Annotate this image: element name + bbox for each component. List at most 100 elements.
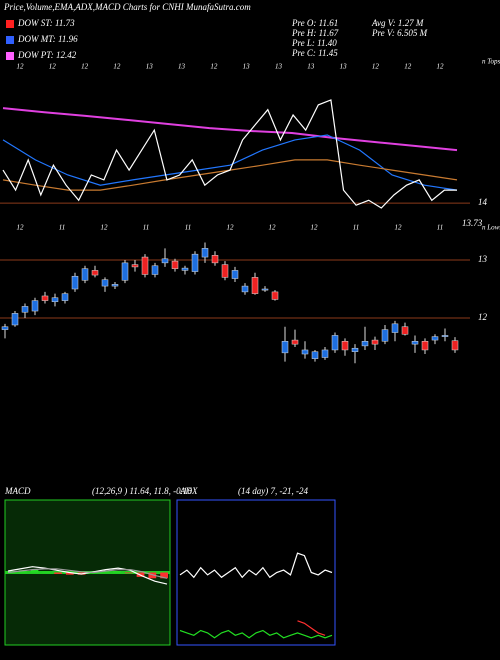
- candle-body: [101, 279, 109, 287]
- candle-body: [121, 262, 129, 281]
- legend-swatch: [6, 36, 14, 44]
- histogram-bar: [148, 572, 157, 579]
- x-tick-label: 12: [311, 224, 319, 232]
- candle-body: [61, 293, 69, 301]
- info-label: Pre C: 11.45: [291, 48, 338, 58]
- candle-body: [51, 297, 59, 303]
- candle-body: [241, 285, 249, 293]
- x-tick-label: 11: [353, 224, 359, 232]
- histogram-bar: [18, 570, 27, 573]
- annotation: n Lows: [482, 224, 500, 232]
- x-tick-label: 13: [340, 63, 348, 71]
- candle-body: [371, 339, 379, 345]
- series-line: [2, 159, 458, 191]
- histogram-bar: [30, 569, 39, 573]
- x-tick-label: 11: [143, 224, 149, 232]
- candle-body: [321, 349, 329, 358]
- candle-body: [181, 267, 189, 271]
- x-tick-label: 13: [307, 63, 315, 71]
- candle-body: [1, 326, 9, 330]
- candle-body: [21, 306, 29, 313]
- candle-body: [261, 288, 269, 291]
- y-tick-label: 13: [478, 254, 488, 264]
- legend-label: DOW ST: 11.73: [17, 18, 75, 28]
- x-tick-label: 12: [210, 63, 218, 71]
- candle-body: [201, 248, 209, 258]
- candle-body: [381, 329, 389, 342]
- x-tick-label: 12: [227, 224, 235, 232]
- candle-body: [441, 335, 449, 337]
- legend-label: DOW PT: 12.42: [17, 50, 77, 60]
- candle-body: [391, 323, 399, 333]
- panel-subtitle: (12,26,9 ) 11.64, 11.8, -0.16: [92, 486, 192, 496]
- candle-body: [311, 351, 319, 359]
- x-tick-label: 11: [59, 224, 65, 232]
- candle-body: [231, 270, 239, 279]
- x-tick-label: 11: [185, 224, 191, 232]
- y-tick-label: 13.73: [462, 218, 483, 228]
- x-tick-label: 12: [81, 63, 89, 71]
- candle-body: [71, 275, 79, 290]
- x-tick-label: 12: [101, 224, 109, 232]
- info-label: Pre O: 11.61: [291, 18, 338, 28]
- histogram-bar: [160, 572, 168, 579]
- candle-body: [91, 270, 99, 276]
- x-tick-label: 12: [395, 224, 403, 232]
- histogram-bar: [54, 572, 62, 574]
- series-line: [2, 134, 458, 191]
- x-tick-label: 13: [178, 63, 186, 71]
- series-line: [179, 552, 333, 579]
- panel-subtitle: (14 day) 7, -21, -24: [238, 486, 308, 496]
- x-tick-label: 12: [372, 63, 380, 71]
- candle-body: [271, 291, 279, 300]
- series-line: [179, 629, 333, 639]
- info-label: Pre H: 11.67: [291, 28, 339, 38]
- x-tick-label: 12: [17, 224, 25, 232]
- candle-body: [421, 340, 429, 351]
- annotation: n Tops: [482, 58, 500, 66]
- legend-label: DOW MT: 11.96: [17, 34, 78, 44]
- candle-body: [11, 313, 19, 326]
- candle-body: [141, 256, 149, 275]
- histogram-bar: [101, 571, 110, 573]
- x-tick-label: 12: [437, 63, 445, 71]
- legend-swatch: [6, 20, 14, 28]
- x-tick-label: 13: [243, 63, 251, 71]
- candle-body: [451, 340, 459, 351]
- series-line: [2, 99, 457, 209]
- y-tick-label: 14: [478, 197, 488, 207]
- candle-body: [401, 326, 409, 335]
- candle-body: [431, 336, 439, 341]
- x-tick-label: 13: [275, 63, 283, 71]
- candle-body: [31, 300, 39, 312]
- y-tick-label: 12: [478, 312, 488, 322]
- candle-body: [81, 268, 89, 281]
- candle-body: [41, 295, 49, 301]
- panel-title: ADX: [179, 486, 198, 496]
- histogram-bar: [124, 572, 133, 574]
- candle-body: [351, 347, 359, 352]
- series-line: [7, 568, 168, 579]
- chart-title: Price,Volume,EMA,ADX,MACD Charts for CNH…: [3, 2, 251, 12]
- legend-swatch: [6, 52, 14, 60]
- panel-title: MACD: [4, 486, 31, 496]
- info-label: Pre V: 6.505 M: [371, 28, 428, 38]
- candle-body: [411, 340, 419, 345]
- candle-body: [191, 253, 199, 272]
- x-tick-label: 12: [113, 63, 121, 71]
- histogram-bar: [113, 571, 121, 573]
- candle-body: [111, 284, 119, 287]
- info-label: Avg V: 1.27 M: [371, 18, 424, 28]
- histogram-bar: [42, 571, 51, 573]
- series-line: [2, 107, 458, 152]
- candle-body: [341, 340, 349, 351]
- candle-body: [301, 349, 309, 355]
- candle-body: [291, 339, 299, 345]
- series-line: [7, 566, 168, 585]
- candle-body: [161, 258, 169, 264]
- x-tick-label: 12: [269, 224, 277, 232]
- x-tick-label: 12: [17, 63, 25, 71]
- candle-body: [151, 265, 159, 275]
- candle-body: [281, 340, 289, 354]
- candle-body: [171, 260, 179, 269]
